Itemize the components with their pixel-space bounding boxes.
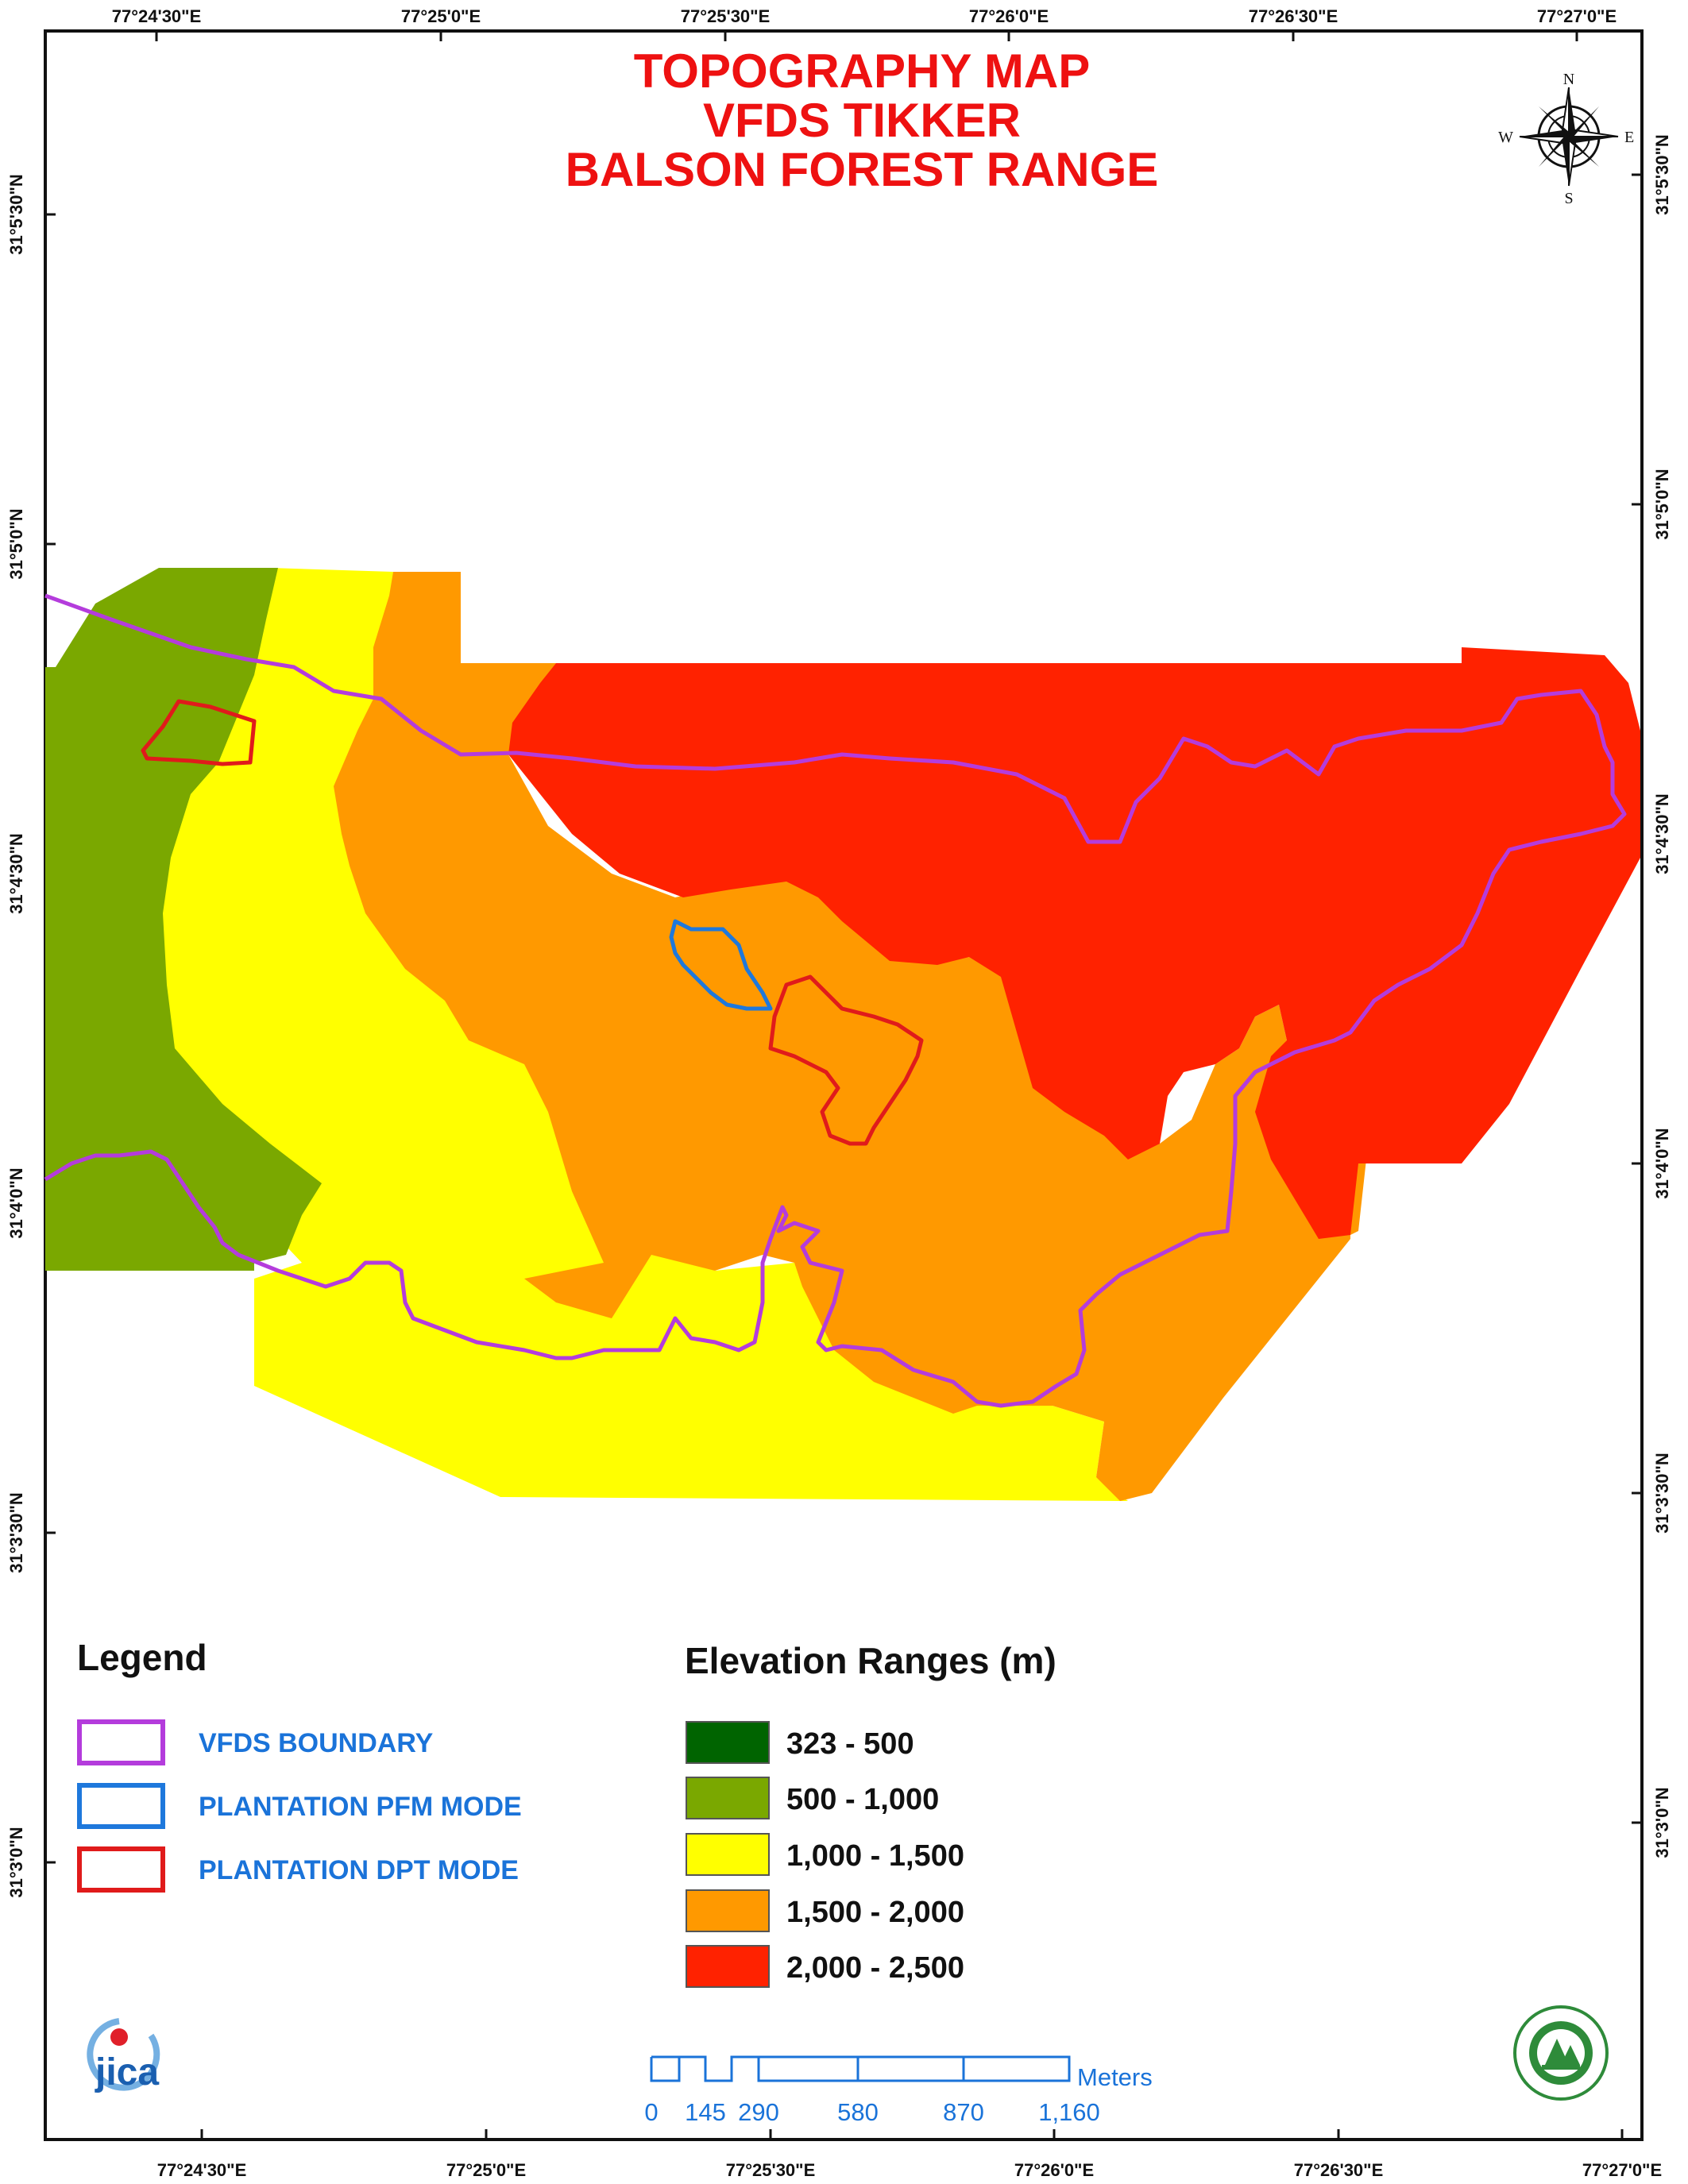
scale-tick-5: 1,160 — [1038, 2098, 1100, 2126]
right-coord-4: 31°4'0"N — [1652, 1128, 1672, 1198]
plantation-pfm-area — [669, 919, 773, 1011]
left-coord-3: 31°4'30"N — [6, 833, 26, 914]
elevation-heading: Elevation Ranges (m) — [685, 1640, 1056, 1681]
plantation-dpt-area-2 — [768, 974, 924, 1146]
right-coordinate-labels: 31°5'30"N 31°5'0"N 31°4'30"N 31°4'0"N 31… — [1652, 134, 1672, 1858]
legend-label-vfds: VFDS BOUNDARY — [199, 1728, 434, 1758]
left-coordinate-labels: 31°5'30"N 31°5'0"N 31°4'30"N 31°4'0"N 31… — [6, 174, 26, 1897]
bottom-coord-5: 77°26'30"E — [1294, 2160, 1384, 2180]
elevation-label-2: 500 - 1,000 — [786, 1783, 939, 1816]
bottom-coord-3: 77°25'30"E — [726, 2160, 816, 2180]
title-line-3: BALSON FOREST RANGE — [566, 143, 1159, 196]
top-coord-3: 77°25'30"E — [681, 6, 771, 26]
legend-label-dpt: PLANTATION DPT MODE — [199, 1855, 519, 1885]
forest-department-logo — [1513, 2005, 1609, 2101]
top-coord-4: 77°26'0"E — [969, 6, 1049, 26]
elevation-swatch-1 — [686, 1721, 770, 1764]
compass-s: S — [1564, 190, 1573, 207]
elevation-swatch-4 — [686, 1889, 770, 1932]
elevation-swatch-3 — [686, 1833, 770, 1876]
right-coord-5: 31°3'30"N — [1652, 1453, 1672, 1534]
top-coord-5: 77°26'30"E — [1249, 6, 1338, 26]
scale-tick-3: 580 — [837, 2098, 879, 2126]
left-coord-5: 31°3'30"N — [6, 1492, 26, 1573]
scale-tick-4: 870 — [943, 2098, 984, 2126]
scale-bar-line — [650, 2055, 1071, 2082]
top-ticks — [155, 31, 1578, 41]
compass-n: N — [1563, 71, 1574, 88]
scale-tick-0: 0 — [644, 2098, 658, 2126]
elevation-swatch-5 — [686, 1945, 770, 1988]
compass-e: E — [1624, 129, 1634, 146]
legend-swatch-dpt — [77, 1846, 165, 1893]
top-coordinate-labels: 77°24'30"E 77°25'0"E 77°25'30"E 77°26'0"… — [112, 6, 1617, 26]
legend-label-pfm: PLANTATION PFM MODE — [199, 1792, 522, 1822]
map-title: TOPOGRAPHY MAP VFDS TIKKER BALSON FOREST… — [566, 44, 1159, 196]
elevation-label-1: 323 - 500 — [786, 1727, 914, 1761]
scale-unit: Meters — [1077, 2063, 1153, 2091]
top-coord-1: 77°24'30"E — [112, 6, 202, 26]
elevation-swatch-2 — [686, 1777, 770, 1819]
vfds-boundary — [44, 593, 1627, 1408]
legend-swatch-pfm — [77, 1783, 165, 1829]
elevation-label-4: 1,500 - 2,000 — [786, 1896, 964, 1929]
right-coord-1: 31°5'30"N — [1652, 134, 1672, 215]
scale-bar: Meters 0 145 290 580 870 1,160 — [644, 2055, 1153, 2126]
legend-swatch-vfds — [77, 1719, 165, 1765]
plantation-dpt-area-1 — [141, 699, 257, 766]
zone-500-1000 — [45, 568, 322, 1271]
legend: Legend VFDS BOUNDARY PLANTATION PFM MODE… — [77, 1637, 522, 1893]
left-coord-1: 31°5'30"N — [6, 174, 26, 255]
top-coord-2: 77°25'0"E — [401, 6, 481, 26]
scale-tick-1: 145 — [685, 2098, 726, 2126]
elevation-legend: Elevation Ranges (m) 323 - 500 500 - 1,0… — [685, 1640, 1056, 1988]
left-coord-6: 31°3'0"N — [6, 1827, 26, 1897]
jica-logo-text: jica — [95, 2051, 159, 2093]
title-line-1: TOPOGRAPHY MAP — [634, 44, 1091, 98]
bottom-coordinate-labels: 77°24'30"E 77°25'0"E 77°25'30"E 77°26'0"… — [157, 2160, 1662, 2180]
elevation-zones — [45, 568, 1640, 1501]
right-coord-6: 31°3'0"N — [1652, 1787, 1672, 1858]
elevation-label-3: 1,000 - 1,500 — [786, 1839, 964, 1873]
bottom-coord-1: 77°24'30"E — [157, 2160, 247, 2180]
bottom-ticks — [200, 2129, 1624, 2140]
right-coord-3: 31°4'30"N — [1652, 793, 1672, 874]
compass-w: W — [1498, 129, 1513, 146]
zone-2000-2500 — [508, 647, 1640, 1239]
legend-heading: Legend — [77, 1637, 207, 1678]
zone-1500-2000 — [334, 572, 1366, 1501]
bottom-coord-2: 77°25'0"E — [446, 2160, 526, 2180]
title-line-2: VFDS TIKKER — [703, 94, 1021, 147]
jica-logo: jica — [87, 2018, 160, 2093]
bottom-coord-4: 77°26'0"E — [1014, 2160, 1094, 2180]
left-coord-4: 31°4'0"N — [6, 1167, 26, 1238]
right-coord-2: 31°5'0"N — [1652, 469, 1672, 539]
scale-tick-2: 290 — [738, 2098, 779, 2126]
left-coord-2: 31°5'0"N — [6, 508, 26, 579]
elevation-label-5: 2,000 - 2,500 — [786, 1951, 964, 1985]
top-coord-6: 77°27'0"E — [1537, 6, 1617, 26]
compass-rose-icon: N S E W — [1498, 71, 1634, 207]
bottom-coord-6: 77°27'0"E — [1582, 2160, 1662, 2180]
